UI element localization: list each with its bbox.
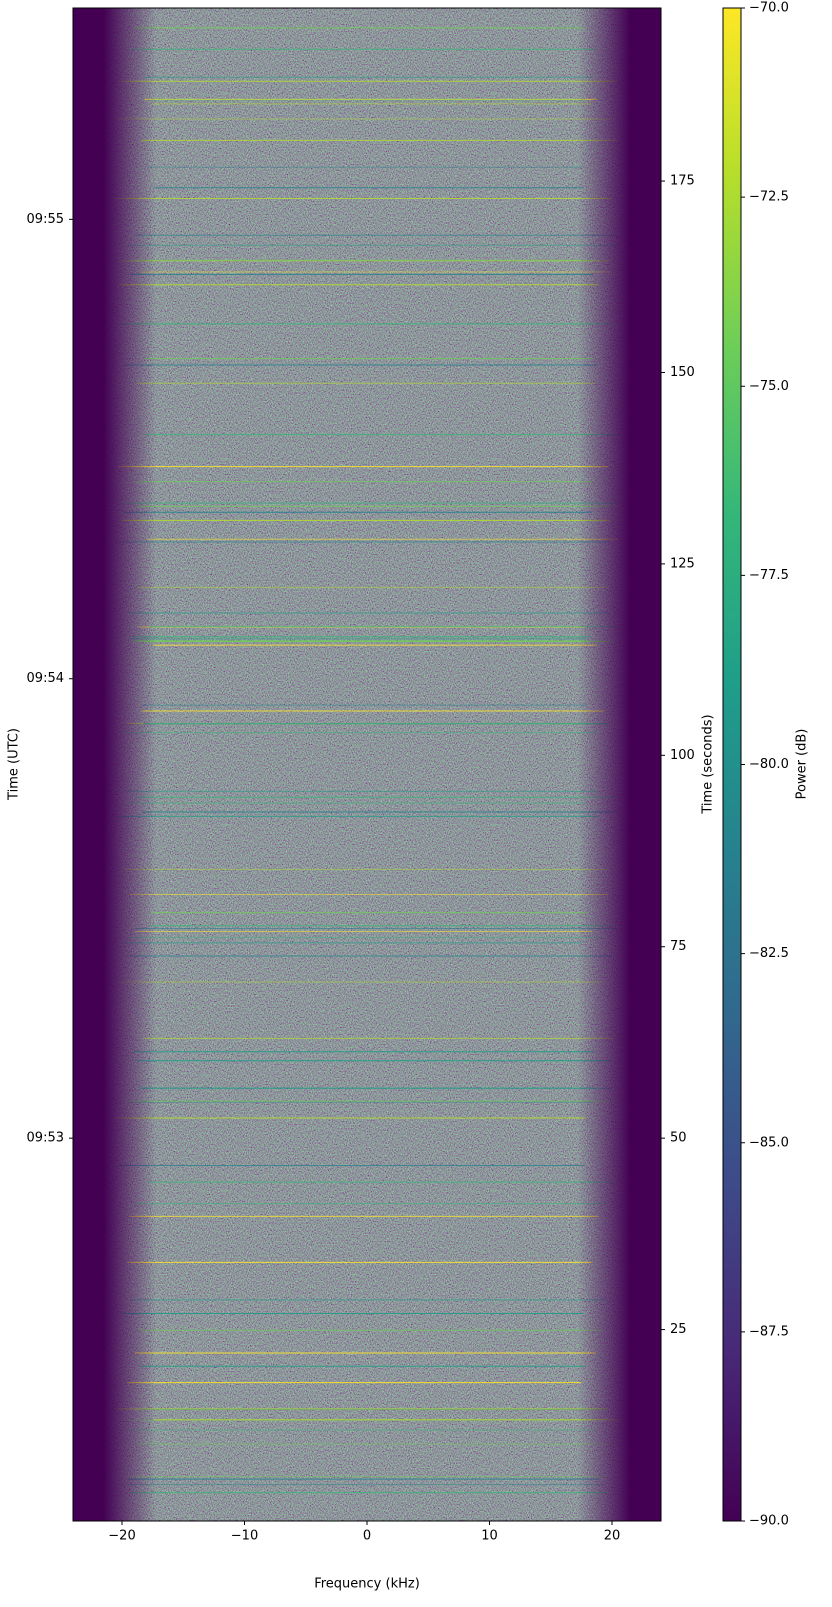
x-tick-label: 0	[363, 1529, 371, 1544]
x-axis-label: Frequency (kHz)	[314, 1577, 420, 1592]
y-tick-label: 09:55	[27, 212, 64, 227]
x-tick-label: 10	[481, 1529, 498, 1544]
colorbar	[722, 7, 742, 1522]
x-tick-label: −10	[231, 1529, 258, 1544]
colorbar-tick-label: −72.5	[749, 190, 789, 205]
y-axis-label: Time (UTC)	[7, 728, 22, 801]
y2-tick-label: 100	[670, 748, 695, 763]
y2-tick-label: 125	[670, 556, 695, 571]
colorbar-label: Power (dB)	[795, 729, 810, 800]
y-tick-label: 09:53	[27, 1131, 64, 1146]
colorbar-tick-label: −77.5	[749, 568, 789, 583]
colorbar-tick-label: −75.0	[749, 379, 789, 394]
spectrogram-plot	[72, 7, 662, 1522]
colorbar-tick-label: −90.0	[749, 1514, 789, 1529]
colorbar-tick-label: −82.5	[749, 946, 789, 961]
y2-tick-label: 50	[670, 1131, 687, 1146]
y2-tick-label: 75	[670, 939, 687, 954]
x-tick-label: −20	[108, 1529, 135, 1544]
y2-tick-label: 150	[670, 365, 695, 380]
noise-band	[103, 8, 631, 1521]
colorbar-tick-label: −85.0	[749, 1135, 789, 1150]
x-tick-label: 20	[604, 1529, 621, 1544]
y-tick-label: 09:54	[27, 671, 64, 686]
y2-tick-label: 25	[670, 1322, 687, 1337]
colorbar-tick-label: −80.0	[749, 757, 789, 772]
y2-tick-label: 175	[670, 174, 695, 189]
y2-axis-label: Time (seconds)	[701, 714, 716, 814]
colorbar-tick-label: −70.0	[749, 1, 789, 16]
colorbar-tick-label: −87.5	[749, 1324, 789, 1339]
